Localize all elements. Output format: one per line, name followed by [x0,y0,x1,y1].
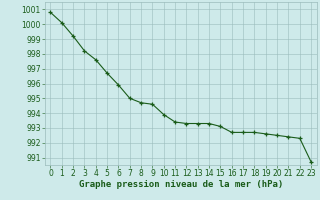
X-axis label: Graphe pression niveau de la mer (hPa): Graphe pression niveau de la mer (hPa) [79,180,283,189]
